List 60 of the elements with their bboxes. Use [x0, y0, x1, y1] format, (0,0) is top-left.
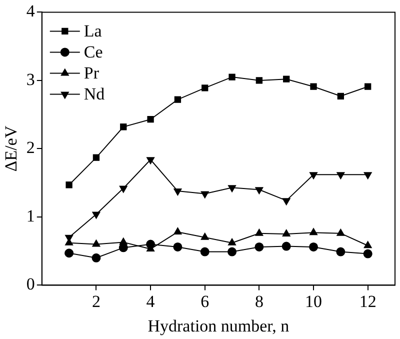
point: [173, 242, 182, 252]
legend-label: Nd: [84, 84, 106, 104]
y-tick-label: 4: [26, 2, 36, 21]
y-tick-label: 1: [26, 206, 35, 226]
point: [92, 212, 100, 219]
point: [146, 240, 156, 249]
point: [336, 172, 345, 180]
point: [92, 240, 100, 247]
point: [255, 228, 264, 236]
point: [64, 248, 74, 258]
point: [200, 191, 209, 198]
point: [92, 253, 101, 262]
x-tick-label: 8: [254, 292, 264, 311]
point: [363, 249, 372, 258]
point: [282, 230, 290, 237]
point: [336, 247, 346, 256]
point: [146, 157, 155, 164]
point: [228, 185, 236, 192]
x-axis-title: Hydration number, n: [148, 316, 290, 336]
point: [364, 172, 372, 180]
point: [66, 182, 72, 188]
x-tick-label: 12: [359, 292, 376, 311]
point: [120, 124, 127, 130]
y-tick-label: 3: [26, 70, 35, 89]
y-axis-title: ΔE/eV: [2, 125, 21, 172]
point: [119, 186, 128, 193]
point: [282, 198, 290, 206]
point: [364, 83, 372, 90]
point: [309, 242, 318, 252]
x-tick-label: 4: [146, 292, 156, 311]
point: [310, 83, 317, 90]
point: [310, 228, 318, 236]
point: [282, 242, 291, 251]
x-tick-label: 6: [200, 292, 210, 311]
point: [200, 232, 209, 240]
x-tick-label: 2: [92, 292, 100, 311]
y-tick-label: 2: [26, 138, 35, 158]
legend-label: Ce: [84, 42, 103, 62]
point: [228, 238, 236, 246]
legend-label: Pr: [84, 64, 100, 83]
point: [256, 77, 263, 84]
legend-label: La: [84, 22, 102, 41]
x-tick-label: 10: [305, 292, 322, 311]
point: [310, 172, 318, 180]
point: [228, 74, 236, 80]
point: [364, 241, 372, 248]
point: [202, 84, 208, 92]
point: [254, 242, 264, 252]
point: [200, 247, 210, 256]
point: [174, 188, 182, 196]
y-tick-label: 0: [26, 274, 35, 294]
point: [228, 247, 237, 256]
point: [283, 76, 290, 82]
point: [174, 227, 182, 234]
point: [336, 228, 345, 236]
point: [147, 116, 154, 123]
point: [174, 96, 182, 103]
point: [92, 154, 100, 161]
point: [337, 92, 344, 100]
point: [255, 187, 264, 194]
